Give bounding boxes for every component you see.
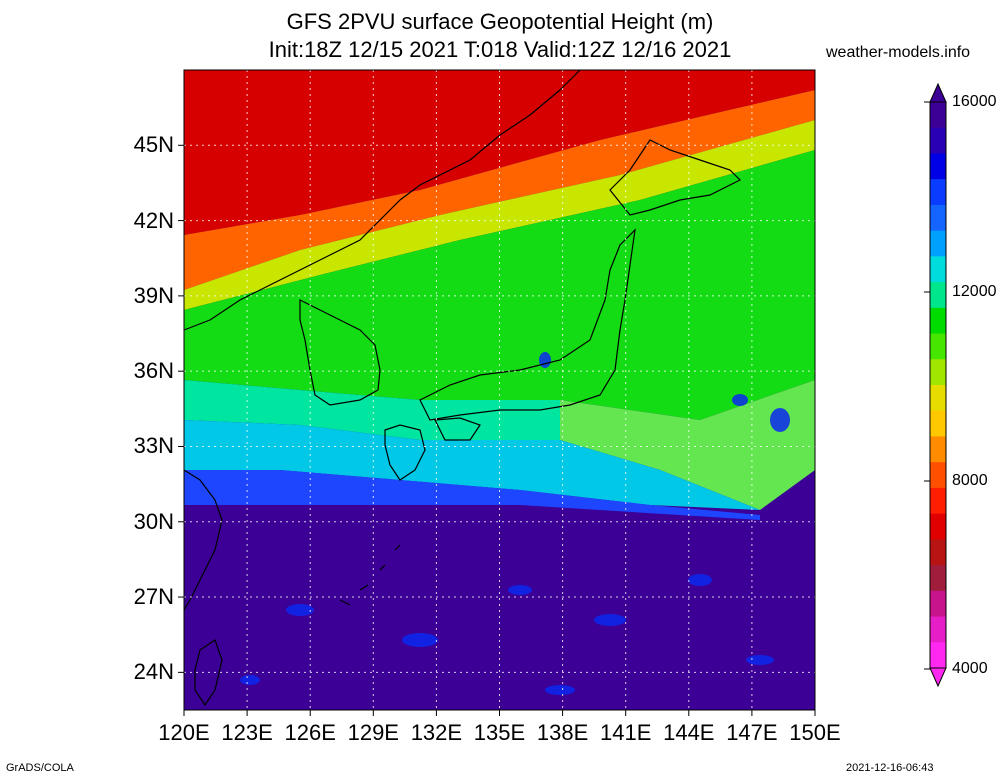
colorbar-label: 12000 — [952, 283, 997, 300]
coastline-asia-mainland — [183, 69, 581, 331]
colorbar-bottom-arrow — [929, 667, 947, 688]
field-band-cyan — [184, 420, 760, 510]
colorbar-cell — [930, 462, 946, 489]
lat-tick-label: 33N — [133, 433, 174, 459]
coastline-taiwan — [194, 639, 223, 707]
lon-tick-label: 138E — [536, 720, 589, 745]
colorbar-cell — [930, 642, 946, 669]
lon-tick-label: 150E — [789, 720, 841, 745]
field-band-green — [184, 150, 815, 420]
colorbar-cell — [930, 127, 946, 154]
colorbar-cell — [930, 359, 946, 386]
colorbar-top-arrow — [929, 82, 947, 103]
coastline-japan-shikoku — [434, 417, 481, 441]
coastline-japan-honshu — [419, 228, 636, 421]
lat-tick-label: 30N — [133, 508, 174, 534]
colorbar-cell — [930, 256, 946, 283]
lon-tick-label: 141E — [599, 720, 652, 745]
site-label: weather-models.info — [826, 44, 971, 61]
footer-timestamp: 2021-12-16-06:43 — [846, 762, 934, 774]
colorbar-cell — [930, 282, 946, 309]
field-band-lightgreen — [560, 380, 815, 510]
lat-tick-label: 42N — [133, 207, 174, 233]
plot-area — [178, 69, 816, 716]
lat-tick-label: 45N — [133, 132, 174, 158]
colorbar-cell — [930, 102, 946, 129]
lon-tick-label: 120E — [158, 720, 210, 745]
colorbar-cell — [930, 539, 946, 566]
colorbar-cell — [930, 410, 946, 437]
colorbar-cell — [930, 307, 946, 335]
colorbar-cell — [930, 333, 946, 360]
colorbar-label: 16000 — [952, 93, 997, 110]
coastline-japan-kyushu — [384, 424, 426, 481]
colorbar-cell — [930, 565, 946, 592]
colorbar — [924, 82, 947, 688]
field-speckles — [240, 352, 790, 695]
colorbar-cell — [930, 590, 946, 618]
colorbar-cells — [924, 101, 947, 670]
lon-tick-label: 135E — [473, 720, 526, 745]
colorbar-cell — [930, 436, 946, 463]
lon-tick-label: 144E — [663, 720, 715, 745]
lat-tick-label: 24N — [133, 659, 174, 685]
lon-tick-label: 129E — [347, 720, 399, 745]
colorbar-cell — [930, 153, 946, 180]
lat-tick-label: 27N — [133, 584, 174, 610]
map-title: GFS 2PVU surface Geopotential Height (m) — [286, 9, 714, 34]
colorbar-cell — [930, 204, 946, 232]
lat-tick-label: 36N — [133, 358, 174, 384]
colorbar-cell — [930, 616, 946, 643]
colorbar-cell — [930, 179, 946, 206]
colorbar-cell — [930, 385, 946, 412]
gridlines — [184, 70, 815, 710]
footer-credit: GrADS/COLA — [6, 762, 74, 774]
field-band-blue — [184, 470, 760, 520]
lon-tick-label: 123E — [221, 720, 273, 745]
colorbar-label: 4000 — [952, 660, 988, 677]
axis-ticks — [178, 144, 816, 716]
coastline-korea — [299, 299, 381, 406]
lon-tick-label: 132E — [410, 720, 463, 745]
lon-tick-label: 147E — [726, 720, 778, 745]
lat-tick-label: 39N — [133, 282, 174, 308]
field-band-teal — [184, 380, 560, 440]
colorbar-cell — [930, 230, 946, 257]
coastline-ryukyu — [339, 544, 401, 606]
field-band-red — [184, 70, 815, 235]
colorbar-cell — [930, 513, 946, 540]
map-subtitle: Init:18Z 12/15 2021 T:018 Valid:12Z 12/1… — [268, 37, 732, 62]
lon-tick-label: 126E — [284, 720, 336, 745]
colorbar-label: 8000 — [952, 472, 988, 489]
colorbar-cell — [930, 487, 946, 515]
